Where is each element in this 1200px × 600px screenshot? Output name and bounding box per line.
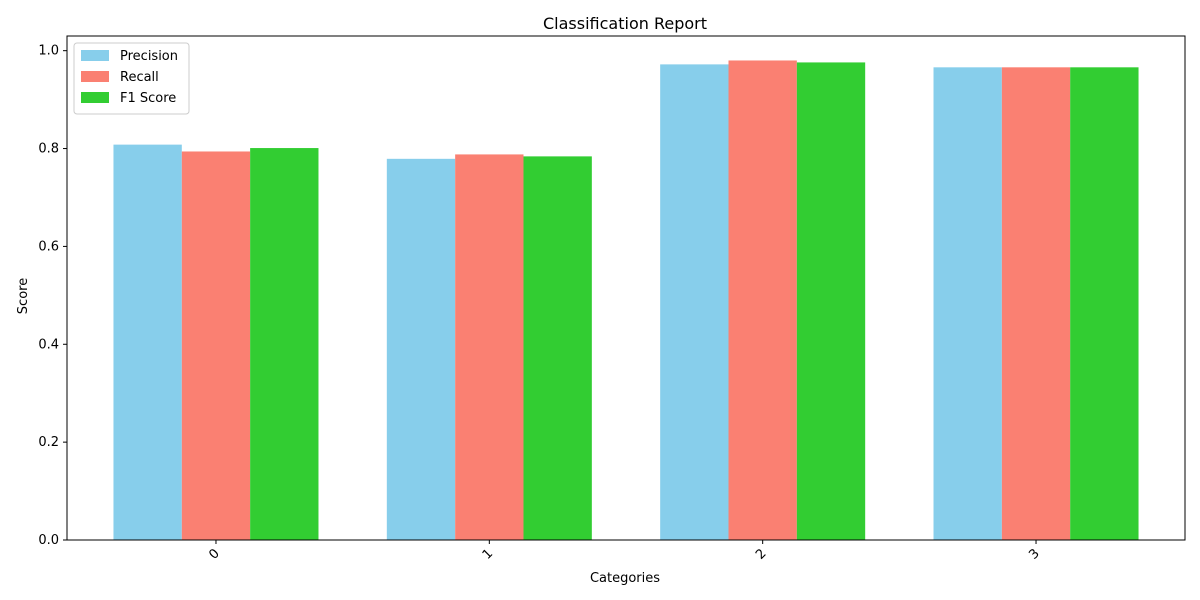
legend-label-f1-score: F1 Score (120, 91, 176, 106)
y-tick-label: 0.0 (38, 533, 59, 548)
legend-swatch-recall (81, 71, 109, 82)
bar-recall-2 (728, 60, 797, 541)
bar-f1-score-3 (1070, 67, 1139, 541)
bar-precision-0 (113, 144, 182, 540)
y-axis-label: Score (16, 278, 31, 314)
legend-swatch-f1-score (81, 92, 109, 103)
bar-f1-score-1 (523, 156, 592, 541)
plot-frame (66, 35, 1186, 541)
bar-precision-3 (933, 67, 1002, 541)
bar-f1-score-2 (796, 62, 866, 540)
legend-swatch-precision (81, 50, 109, 61)
legend-label-precision: Precision (120, 49, 178, 64)
bar-recall-0 (181, 151, 251, 540)
x-axis-label: Categories (590, 571, 660, 586)
y-tick-label: 0.8 (38, 142, 59, 157)
y-tick-label: 0.6 (38, 239, 59, 254)
bar-recall-3 (1001, 67, 1071, 541)
y-tick-label: 0.2 (38, 435, 59, 450)
legend-label-recall: Recall (120, 70, 159, 85)
y-tick-label: 1.0 (38, 44, 59, 59)
x-tick-label: 3 (1026, 546, 1042, 562)
y-tick-label: 0.4 (38, 337, 59, 352)
bar-recall-1 (455, 154, 524, 540)
legend: Precision Recall F1 Score (73, 42, 190, 115)
bar-precision-2 (660, 64, 729, 540)
chart-title: Classification Report (543, 14, 707, 33)
bar-precision-1 (386, 158, 456, 541)
x-tick-label: 1 (480, 546, 496, 562)
bar-f1-score-0 (250, 148, 319, 540)
x-tick-label: 2 (753, 546, 769, 562)
x-tick-label: 0 (206, 546, 222, 562)
bars-group (113, 60, 1139, 541)
